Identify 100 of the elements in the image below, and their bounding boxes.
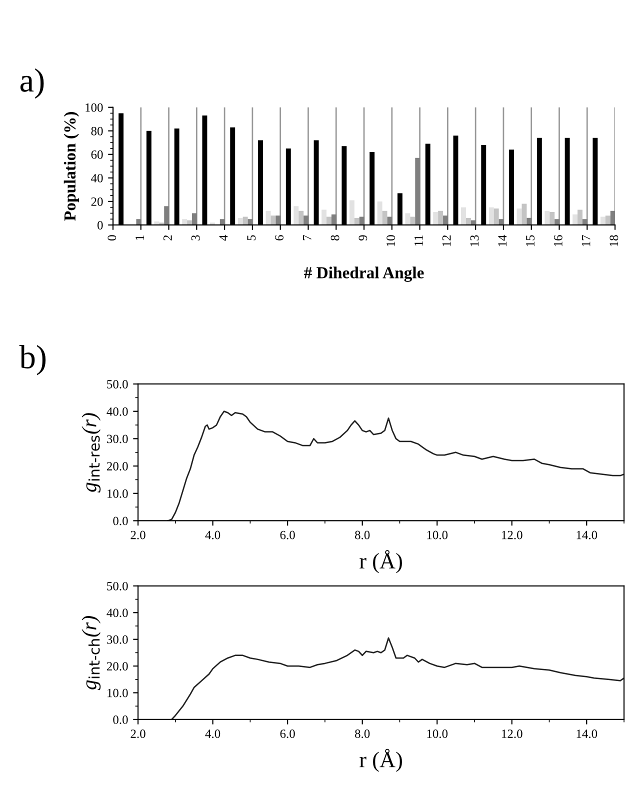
- x-tick-label: 10: [386, 235, 396, 246]
- x-tick-label: 12.0: [502, 730, 522, 738]
- x-tick-label: 18: [610, 235, 618, 246]
- x-axis-title: r (Å): [360, 550, 402, 574]
- bar: [192, 213, 197, 225]
- text: a): [20, 68, 44, 99]
- bar: [415, 158, 420, 225]
- bar: [600, 216, 606, 225]
- x-tick-label: 4.0: [205, 530, 220, 540]
- x-tick-label: 4.0: [205, 730, 220, 738]
- x-tick-label: 3: [191, 235, 200, 240]
- bar: [276, 216, 281, 225]
- x-tick-label: 17: [582, 235, 590, 246]
- x-tick-label: 12.0: [502, 530, 522, 540]
- bar: [238, 218, 243, 225]
- x-tick-label: 6.0: [280, 730, 295, 738]
- x-tick-label: 10.0: [427, 730, 448, 738]
- bar: [578, 210, 582, 225]
- x-tick-label: 8: [330, 235, 340, 240]
- y-axis-title: Population (%): [64, 112, 79, 221]
- line-series: [167, 410, 624, 521]
- bar: [182, 219, 188, 225]
- y-tick-label: 30.0: [107, 635, 128, 644]
- bar: [433, 212, 438, 225]
- x-tick-label: 16: [554, 235, 562, 246]
- x-axis-title: r (Å): [360, 748, 402, 772]
- y-tick-label: 0: [97, 221, 103, 230]
- bar: [136, 219, 142, 225]
- bar: [242, 216, 248, 225]
- y-tick-label: 10.0: [108, 489, 128, 498]
- bar: [304, 216, 309, 225]
- y-tick-label: 0.0: [113, 716, 128, 724]
- x-tick-label: 7: [303, 235, 312, 240]
- bar: [438, 210, 444, 225]
- y-tick-label: 60: [91, 150, 103, 159]
- x-tick-label: 9: [358, 235, 368, 241]
- bar: [164, 206, 170, 225]
- bar: [410, 216, 416, 225]
- x-tick-label: 8.0: [355, 530, 370, 540]
- x-tick-label: 10.0: [427, 530, 448, 540]
- x-tick-label: 8.0: [355, 730, 370, 738]
- x-axis-title: # Dihedral Angle: [304, 266, 424, 282]
- bar: [248, 219, 253, 225]
- bar: [516, 208, 522, 225]
- bar: [405, 213, 410, 225]
- bar: [610, 210, 616, 225]
- bar: [354, 218, 360, 225]
- x-tick-label: 14.0: [576, 730, 598, 738]
- bar: [466, 218, 471, 225]
- bar: [382, 210, 388, 225]
- bar: [294, 206, 299, 225]
- y-tick-label: 20.0: [106, 462, 128, 471]
- x-tick-label: 14.0: [576, 530, 598, 540]
- x-tick-label: 1: [136, 235, 144, 240]
- x-tick-label: 12: [442, 235, 451, 246]
- bar: [220, 219, 225, 225]
- bar: [526, 218, 532, 225]
- y-axis-title: g$_{int-res}$(r): [82, 413, 101, 492]
- bar: [498, 219, 504, 225]
- bar: [488, 207, 494, 225]
- bar: [443, 216, 448, 225]
- y-axis-title: g$_{int-ch}$(r): [82, 616, 101, 690]
- y-tick-label: 20.0: [106, 662, 128, 671]
- y-tick-label: 50.0: [107, 380, 128, 388]
- bar: [326, 216, 332, 225]
- y-tick-label: 100: [86, 103, 103, 112]
- x-tick-label: 11: [414, 235, 423, 246]
- y-tick-label: 80: [91, 126, 103, 136]
- y-tick-label: 10.0: [108, 688, 128, 698]
- y-tick-label: 50.0: [107, 582, 128, 590]
- bar: [554, 219, 560, 225]
- bar: [331, 214, 336, 225]
- y-tick-label: 40: [91, 174, 103, 182]
- y-tick-label: 20: [91, 197, 103, 206]
- bar: [550, 212, 555, 225]
- text: b): [19, 345, 46, 376]
- x-tick-label: 14: [498, 234, 506, 246]
- y-tick-label: 30.0: [107, 434, 128, 444]
- bar: [298, 210, 304, 225]
- bar: [582, 219, 588, 225]
- y-tick-label: 0.0: [113, 516, 128, 526]
- bar: [494, 208, 499, 225]
- line-series: [170, 637, 624, 720]
- x-tick-label: 4: [219, 234, 228, 241]
- bar: [359, 216, 364, 225]
- x-tick-label: 2.0: [130, 530, 146, 540]
- bar: [349, 200, 354, 225]
- bar: [461, 207, 466, 225]
- x-tick-label: 6: [275, 235, 284, 240]
- x-tick-label: 6.0: [280, 530, 295, 540]
- bar: [322, 210, 327, 225]
- y-tick-label: 40.0: [106, 608, 128, 618]
- y-tick-label: 40.0: [106, 407, 128, 416]
- x-tick-label: 13: [470, 235, 479, 246]
- x-tick-label: 5: [247, 235, 256, 240]
- bar: [377, 201, 382, 225]
- x-tick-label: 2.0: [130, 730, 146, 738]
- bar: [544, 210, 550, 225]
- x-tick-label: 2: [164, 235, 172, 240]
- bar: [270, 216, 276, 225]
